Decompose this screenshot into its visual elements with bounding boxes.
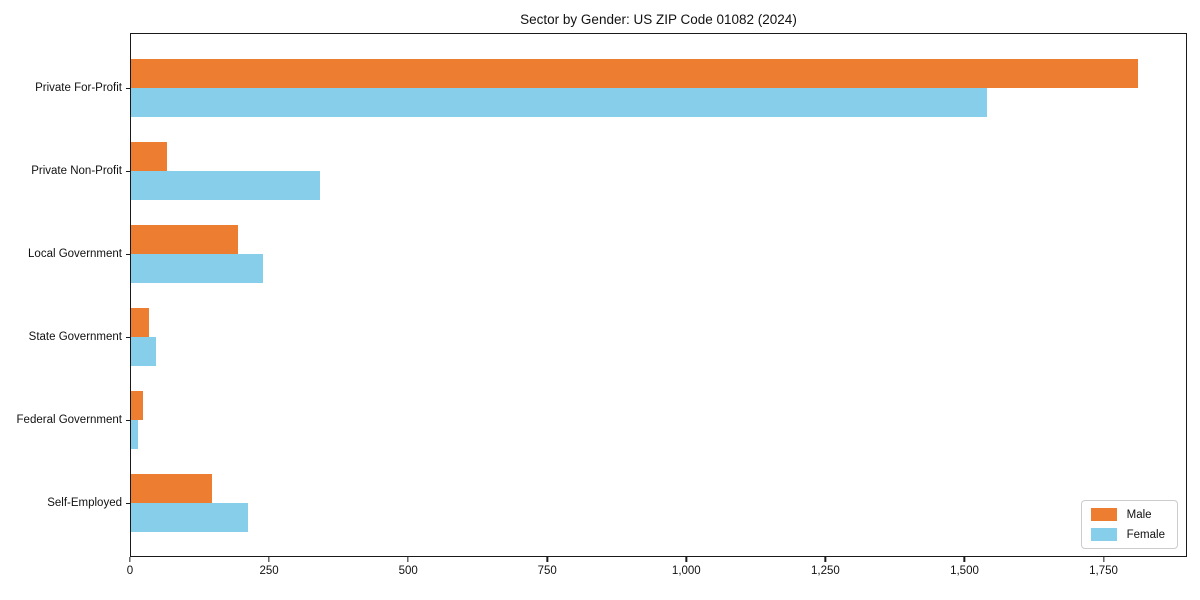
y-tick-label: Federal Government bbox=[16, 413, 122, 426]
y-tick-label: Local Government bbox=[28, 247, 122, 260]
bar-female bbox=[131, 253, 263, 283]
bar-female bbox=[131, 419, 139, 449]
chart-title: Sector by Gender: US ZIP Code 01082 (202… bbox=[520, 12, 797, 27]
x-tick-mark bbox=[685, 557, 687, 562]
y-tick-mark bbox=[126, 336, 131, 338]
x-axis: 0 250 500 750 1,000 1,250 1,500 1,750 bbox=[126, 557, 1187, 587]
x-tick-mark bbox=[546, 557, 548, 562]
legend-entry: Male bbox=[1090, 508, 1165, 521]
bar-male bbox=[131, 224, 238, 254]
bar-female bbox=[131, 87, 987, 117]
x-tick-mark bbox=[1102, 557, 1105, 562]
y-tick-label: Private Non-Profit bbox=[31, 164, 122, 177]
x-tick-mark bbox=[407, 557, 409, 562]
legend: Male Female bbox=[1080, 500, 1178, 549]
x-tick-mark bbox=[129, 557, 131, 562]
x-tick-label: 500 bbox=[398, 565, 418, 577]
bar-female bbox=[131, 336, 156, 366]
bar-group: Private For-Profit bbox=[35, 46, 1186, 129]
x-tick-mark bbox=[963, 557, 966, 562]
plot-area: Private For-Profit Private Non-Profit Loca… bbox=[17, 33, 1187, 557]
x-tick-label: 1,000 bbox=[671, 565, 701, 577]
x-tick-label: 750 bbox=[537, 565, 557, 577]
y-tick-mark bbox=[126, 502, 131, 504]
bar-male bbox=[131, 390, 144, 420]
bar-group: Private Non-Profit bbox=[31, 129, 1186, 212]
legend-entry: Female bbox=[1090, 528, 1165, 541]
bar-male bbox=[131, 58, 1138, 88]
y-tick-mark bbox=[126, 87, 131, 89]
y-tick-label: Self-Employed bbox=[47, 496, 122, 509]
bar-group: Self-Employed bbox=[47, 461, 1186, 544]
bar-group: Federal Government bbox=[17, 378, 1186, 461]
x-tick-label: 0 bbox=[126, 565, 134, 577]
x-tick-mark bbox=[268, 557, 270, 562]
legend-label: Male bbox=[1126, 508, 1152, 521]
bar-male bbox=[131, 307, 150, 337]
y-tick-mark bbox=[126, 170, 131, 172]
legend-label: Female bbox=[1126, 528, 1165, 541]
x-tick-label: 1,500 bbox=[950, 565, 979, 577]
y-tick-label: State Government bbox=[28, 330, 122, 343]
x-tick-mark bbox=[824, 557, 827, 562]
bar-female bbox=[131, 170, 321, 200]
x-tick-label: 1,750 bbox=[1089, 565, 1118, 577]
x-tick-label: 1,250 bbox=[811, 565, 840, 577]
y-tick-mark bbox=[126, 419, 131, 421]
bar-rows: Private For-Profit Private Non-Profit Loca… bbox=[17, 34, 1186, 556]
y-tick-mark bbox=[126, 253, 131, 255]
y-tick-label: Private For-Profit bbox=[35, 81, 122, 94]
legend-swatch-female bbox=[1090, 528, 1117, 541]
x-tick-label: 250 bbox=[259, 565, 279, 577]
bar-male bbox=[131, 473, 213, 503]
bar-female bbox=[131, 502, 249, 532]
bar-group: Local Government bbox=[28, 212, 1186, 295]
bar-group: State Government bbox=[29, 295, 1186, 378]
bar-male bbox=[131, 141, 168, 171]
legend-swatch-male bbox=[1090, 508, 1117, 521]
